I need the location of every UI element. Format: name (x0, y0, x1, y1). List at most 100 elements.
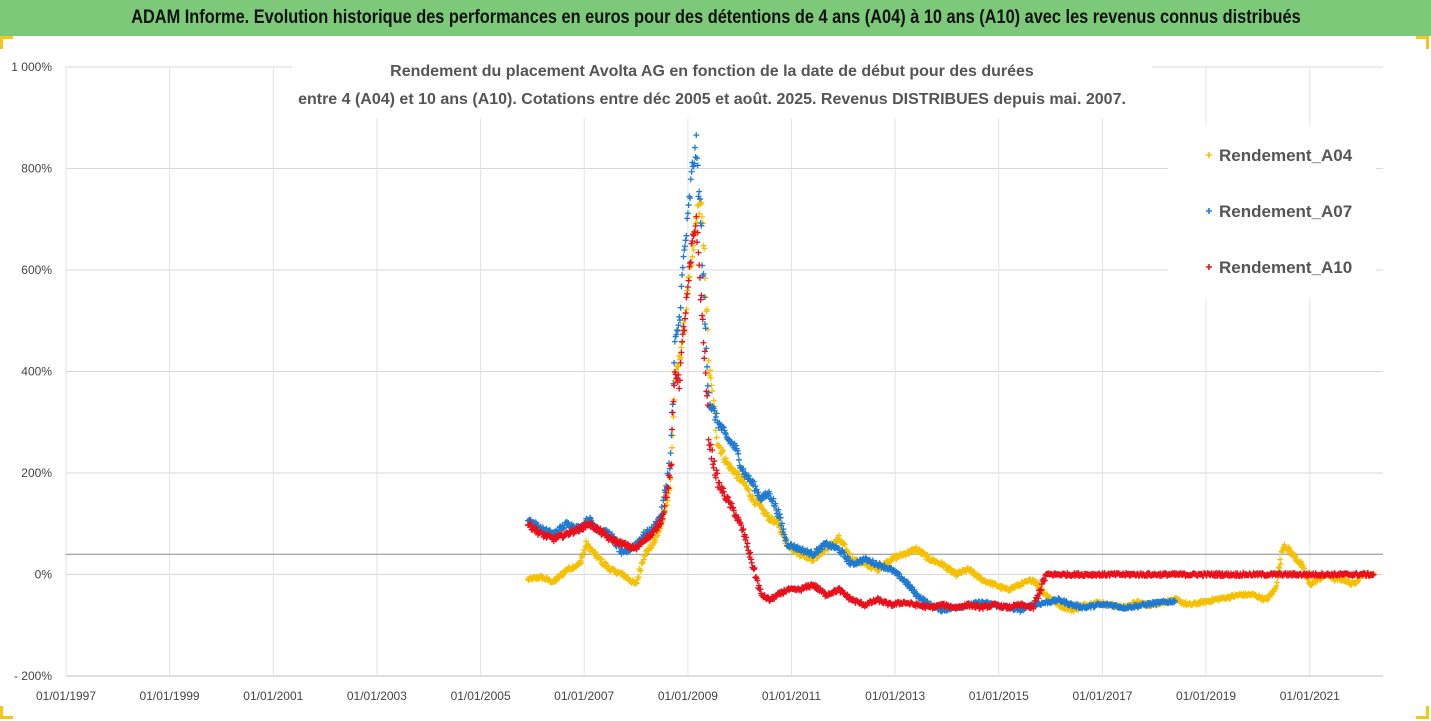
x-tick-label: 01/01/2021 (1280, 689, 1340, 703)
x-tick-label: 01/01/2015 (969, 689, 1029, 703)
data-point (696, 188, 703, 195)
data-point (745, 486, 752, 493)
frame-corner-bottom-left (0, 706, 13, 719)
data-point (684, 284, 691, 291)
data-point (690, 246, 697, 253)
data-point (674, 363, 681, 370)
y-tick-label: 1 000% (11, 60, 52, 74)
data-series (524, 132, 1377, 615)
data-point (671, 359, 678, 366)
data-point (704, 363, 711, 370)
banner-title: ADAM Informe. Evolution historique des p… (130, 7, 1301, 28)
data-point (699, 312, 706, 319)
data-point (669, 426, 676, 433)
data-point (735, 456, 742, 463)
data-point (925, 553, 932, 560)
data-point (707, 374, 714, 381)
data-point (720, 447, 727, 454)
data-point (669, 444, 676, 451)
data-point (704, 306, 711, 313)
data-point (1264, 596, 1271, 603)
data-point (687, 176, 694, 183)
data-point (677, 354, 684, 361)
data-point (710, 397, 717, 404)
data-point (680, 323, 687, 330)
x-axis-ticks: 01/01/1997 01/01/1999 01/01/2001 01/01/2003… (36, 689, 1340, 703)
data-point (700, 339, 707, 346)
data-point (677, 304, 684, 311)
data-point (743, 543, 750, 550)
data-point (841, 541, 848, 548)
data-point (668, 432, 675, 439)
data-point (735, 471, 742, 478)
chart-title-line1: Rendement du placement Avolta AG en fonc… (390, 63, 1034, 80)
x-tick-label: 01/01/1999 (140, 689, 200, 703)
data-point (726, 460, 733, 467)
y-tick-label: - 200% (14, 669, 52, 683)
data-point (699, 213, 706, 220)
data-point (722, 455, 729, 462)
data-point (709, 461, 716, 468)
data-point (581, 546, 588, 553)
data-point (1043, 591, 1050, 598)
data-point (689, 253, 696, 260)
data-point (681, 246, 688, 253)
x-tick-label: 01/01/2019 (1176, 689, 1236, 703)
data-point (701, 245, 708, 252)
x-tick-label: 01/01/2017 (1072, 689, 1132, 703)
data-point (692, 154, 699, 161)
data-point (938, 558, 945, 565)
data-point (598, 556, 605, 563)
y-axis-ticks: - 200% 0% 200% 400% 600% 800% 1 000% (11, 60, 52, 683)
data-point (735, 450, 742, 457)
data-point (713, 434, 720, 441)
data-point (738, 475, 745, 482)
data-point (696, 210, 703, 217)
data-point (1277, 560, 1284, 567)
data-point (670, 413, 677, 420)
x-tick-label: 01/01/2003 (347, 689, 407, 703)
data-point (579, 552, 586, 559)
data-point (1276, 565, 1283, 572)
data-point (840, 540, 847, 547)
data-point (686, 273, 693, 280)
legend-label: Rendement_A07 (1219, 202, 1352, 221)
title-backdrop (292, 56, 1152, 118)
data-point (748, 559, 755, 566)
data-point (604, 562, 611, 569)
data-point (637, 567, 644, 574)
data-point (1274, 579, 1281, 586)
y-tick-label: 200% (21, 466, 52, 480)
data-point (745, 550, 752, 557)
data-point (707, 367, 714, 374)
data-point (678, 283, 685, 290)
data-point (709, 388, 716, 395)
data-point (684, 290, 691, 297)
frame-corner-top-right (1416, 36, 1429, 49)
x-tick-label: 01/01/2005 (451, 689, 511, 703)
data-point (652, 537, 659, 544)
y-tick-label: 600% (21, 263, 52, 277)
legend-label: Rendement_A10 (1219, 258, 1352, 277)
legend-label: Rendement_A04 (1219, 146, 1353, 165)
data-point (640, 559, 647, 566)
data-point (679, 271, 686, 278)
data-point (700, 242, 707, 249)
data-point (1279, 549, 1286, 556)
data-point (693, 239, 700, 246)
frame-corner-bottom-right (1416, 706, 1429, 719)
data-point (705, 357, 712, 364)
x-tick-label: 01/01/2009 (658, 689, 718, 703)
report-banner: ADAM Informe. Evolution historique des p… (0, 0, 1431, 36)
data-point (683, 306, 690, 313)
data-point (684, 210, 691, 217)
data-point (675, 362, 682, 369)
data-point (681, 243, 688, 250)
data-point (749, 492, 756, 499)
frame-corner-top-left (0, 36, 13, 49)
data-point (592, 549, 599, 556)
data-point (712, 414, 719, 421)
data-point (693, 155, 700, 162)
data-point (704, 382, 711, 389)
